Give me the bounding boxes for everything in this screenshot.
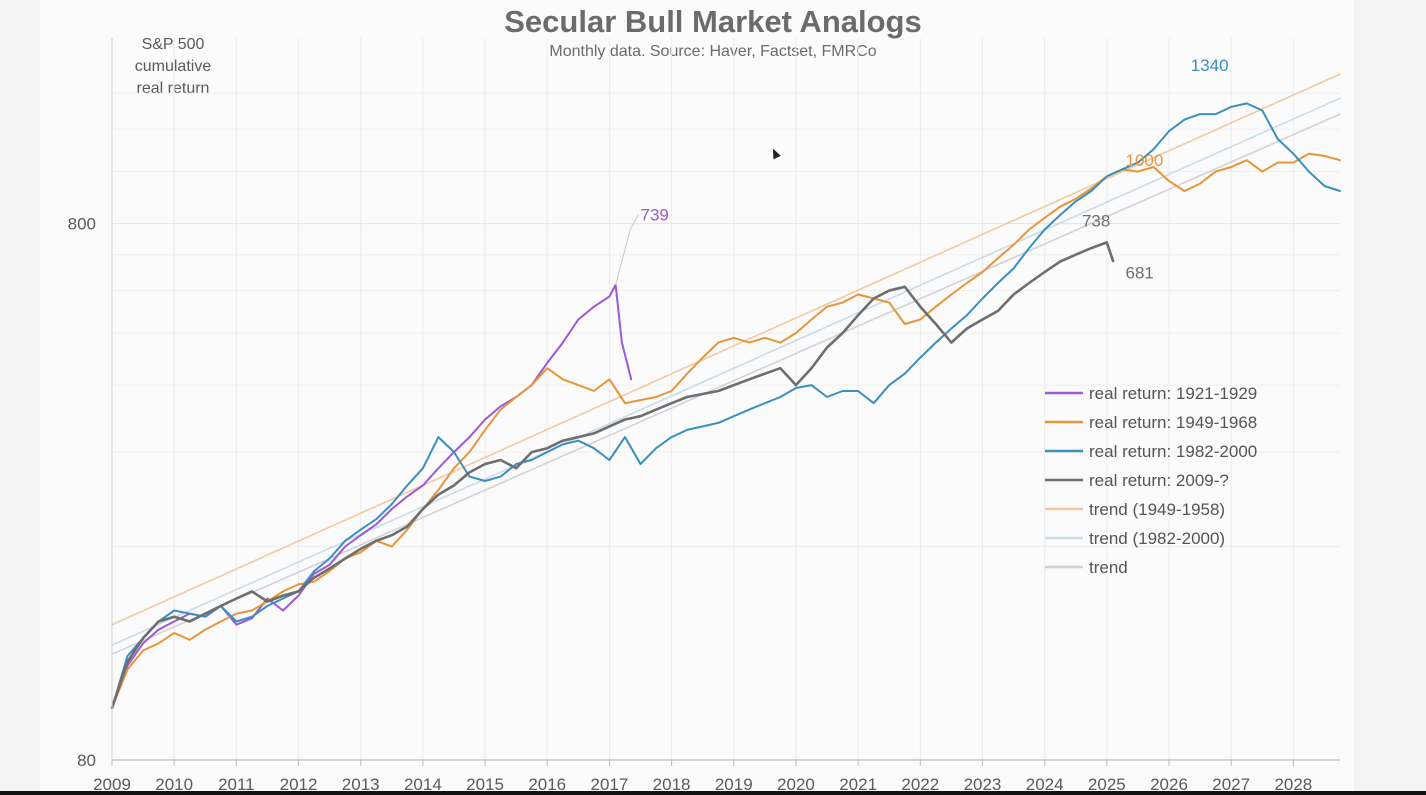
x-tick-label: 2018 [653, 775, 691, 794]
legend-entry: real return: 2009-? [1089, 471, 1229, 490]
x-tick-label: 2011 [218, 775, 255, 794]
x-tick-label: 2028 [1274, 775, 1312, 794]
y-axis-label-line: S&P 500 [141, 36, 205, 53]
legend-entry: real return: 1949-1968 [1089, 413, 1257, 432]
x-tick-label: 2009 [93, 775, 131, 794]
bottom-edge-bar [0, 791, 1426, 795]
data-label: 681 [1125, 264, 1153, 283]
x-tick-label: 2015 [466, 775, 504, 794]
trend-line [111, 113, 1341, 656]
data-label: 738 [1082, 212, 1110, 231]
chart-title: Secular Bull Market Analogs [504, 4, 922, 39]
trend-lines [111, 73, 1341, 656]
annotations: 739 1000 1340 738 681 [615, 56, 1229, 286]
series-line [110, 241, 1115, 710]
x-tick-label: 2027 [1212, 775, 1250, 794]
x-tick-label: 2026 [1150, 775, 1188, 794]
legend-entry: trend (1949-1958) [1089, 500, 1225, 519]
legend-entry: trend (1982-2000) [1089, 529, 1225, 548]
x-tick-label: 2025 [1088, 775, 1126, 794]
x-tick-label: 2010 [155, 775, 193, 794]
frame-margin-right [1354, 0, 1426, 795]
y-tick-label: 800 [68, 215, 96, 234]
x-tick-label: 2016 [528, 775, 566, 794]
x-tick-label: 2021 [839, 775, 877, 794]
chart-subtitle: Monthly data. Source: Haver, Factset, FM… [549, 43, 877, 60]
y-axis-label-line: cumulative [134, 58, 212, 75]
series-line [111, 102, 1341, 709]
series-line [111, 283, 633, 709]
x-tick-label: 2014 [404, 775, 442, 794]
x-tick-label: 2013 [342, 775, 380, 794]
gridlines [111, 38, 1340, 761]
x-tick-label: 2017 [591, 775, 629, 794]
data-label-leader [615, 214, 639, 286]
x-tick-label: 2022 [901, 775, 939, 794]
series-line [111, 152, 1341, 709]
legend-entry: real return: 1982-2000 [1089, 442, 1257, 461]
legend-entry: real return: 1921-1929 [1089, 384, 1257, 403]
x-tick-label: 2019 [715, 775, 753, 794]
x-tick-label: 2012 [280, 775, 318, 794]
frame-margin-left [0, 0, 40, 795]
x-tick-label: 2024 [1026, 775, 1064, 794]
data-series [110, 102, 1341, 710]
axes: 2009 2010 2011 2012 2013 2014 2015 2016 2017 2018… [68, 38, 1340, 794]
x-tick-label: 2023 [964, 775, 1002, 794]
x-tick-label: 2020 [777, 775, 815, 794]
trend-line [111, 97, 1341, 646]
data-label: 1340 [1191, 56, 1229, 75]
data-label: 739 [641, 206, 669, 225]
trend-line [111, 73, 1341, 626]
y-tick-label: 80 [77, 751, 96, 770]
legend: real return: 1921-1929 real return: 1949-… [1045, 384, 1257, 577]
legend-entry: trend [1089, 558, 1128, 577]
data-label: 1000 [1125, 151, 1163, 170]
